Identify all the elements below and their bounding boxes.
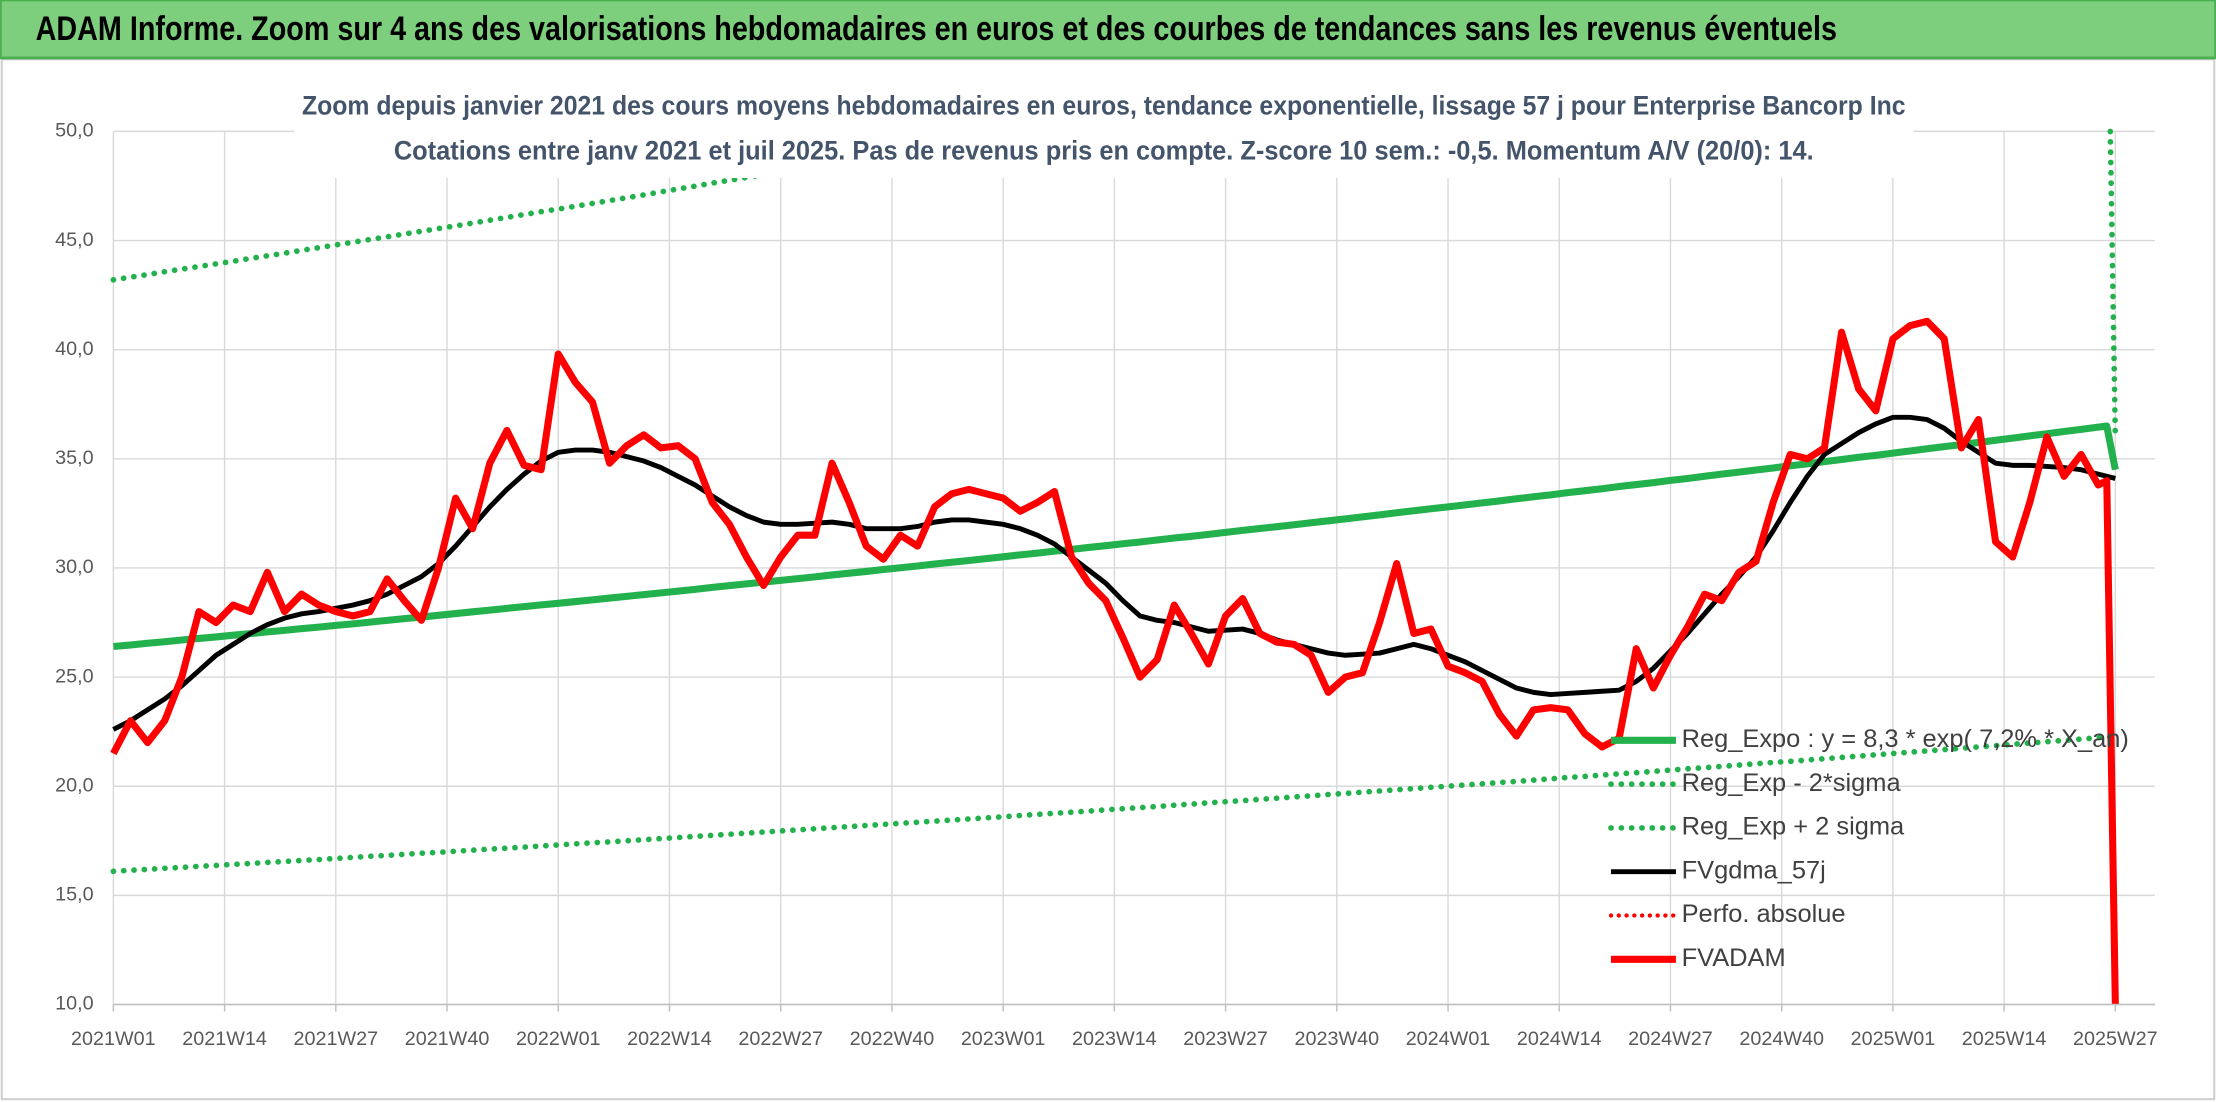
y-tick-label: 50,0 <box>55 120 93 142</box>
y-tick-label: 15,0 <box>55 884 93 906</box>
series-line <box>110 317 2119 1005</box>
legend-label: Reg_Expo : y = 8,3 * exp( 7,2% * X_an) <box>1682 725 2129 753</box>
legend-label: Reg_Exp + 2 sigma <box>1682 813 1905 841</box>
header-band <box>0 0 2216 60</box>
series-line <box>110 128 2119 440</box>
legend-label: FVgdma_57j <box>1682 856 1826 884</box>
y-tick-label: 45,0 <box>55 229 93 251</box>
plot-area <box>110 128 2119 1005</box>
x-tick-label: 2022W40 <box>850 1028 935 1050</box>
x-tick-label: 2022W14 <box>627 1028 712 1050</box>
y-tick-label: 10,0 <box>55 993 93 1015</box>
y-tick-label: 35,0 <box>55 447 93 469</box>
y-tick-label: 40,0 <box>55 338 93 360</box>
x-tick-label: 2021W01 <box>71 1028 156 1050</box>
x-tick-label: 2021W40 <box>405 1028 490 1050</box>
x-tick-label: 2025W27 <box>2073 1028 2158 1050</box>
legend-label: Perfo. absolue <box>1682 900 1846 928</box>
x-tick-label: 2023W01 <box>961 1028 1046 1050</box>
series-line <box>113 422 2119 651</box>
x-tick-label: 2025W01 <box>1851 1028 1936 1050</box>
series-line <box>112 414 2116 732</box>
axes: 10,0 15,0 20,0 25,0 30,0 35,0 40,0 45,0 50,0 2021… <box>55 120 2158 1050</box>
subtitle: Cotations entre janv 2021 et juil 2025. … <box>394 136 1814 166</box>
y-tick-label: 20,0 <box>55 774 93 796</box>
x-tick-label: 2024W14 <box>1517 1028 1602 1050</box>
y-tick-label: 30,0 <box>55 556 93 578</box>
x-tick-label: 2023W14 <box>1072 1028 1157 1050</box>
x-tick-label: 2024W27 <box>1628 1028 1713 1050</box>
x-tick-label: 2024W40 <box>1739 1028 1824 1050</box>
x-tick-label: 2024W01 <box>1406 1028 1491 1050</box>
x-tick-label: 2025W14 <box>1962 1028 2047 1050</box>
subtitle: Zoom depuis janvier 2021 des cours moyen… <box>302 90 1906 120</box>
series-line <box>110 734 2119 875</box>
legend: Reg_Expo : y = 8,3 * exp( 7,2% * X_an) Re… <box>1608 725 2129 972</box>
subtitle-box <box>294 84 1914 179</box>
legend-label: FVADAM <box>1682 944 1786 972</box>
x-tick-label: 2021W27 <box>294 1028 379 1050</box>
legend-label: Reg_Exp - 2*sigma <box>1682 769 1902 797</box>
x-tick-label: 2023W40 <box>1294 1028 1379 1050</box>
x-tick-label: 2023W27 <box>1183 1028 1268 1050</box>
y-tick-label: 25,0 <box>55 665 93 687</box>
grid <box>112 130 2155 1006</box>
x-tick-label: 2021W14 <box>182 1028 267 1050</box>
chart-title: ADAM Informe. Zoom sur 4 ans des valoris… <box>36 10 1837 48</box>
x-tick-label: 2022W27 <box>738 1028 823 1050</box>
x-tick-label: 2022W01 <box>516 1028 601 1050</box>
